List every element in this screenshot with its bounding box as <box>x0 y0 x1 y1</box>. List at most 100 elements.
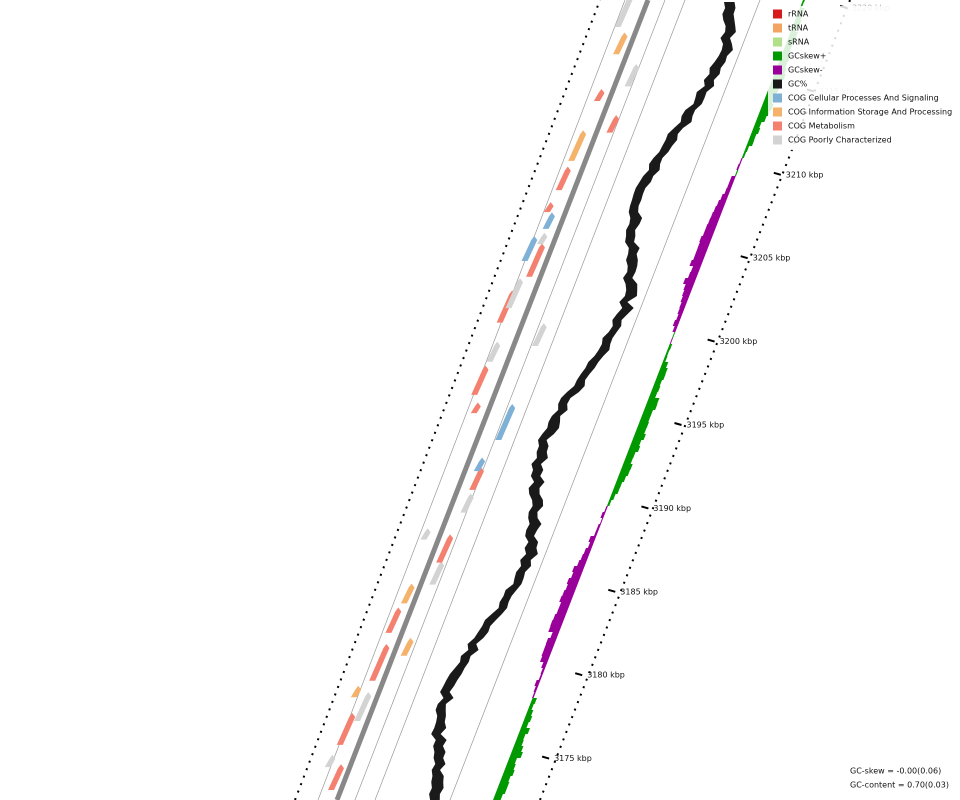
legend-label: rRNA <box>788 10 809 19</box>
gc-skew <box>690 266 701 272</box>
legend-swatch <box>773 121 782 131</box>
gc-skew <box>658 368 668 374</box>
backbone <box>334 0 651 800</box>
gc-skew <box>683 284 694 290</box>
gc-skew <box>495 788 508 794</box>
gc-skew <box>613 482 623 488</box>
gene-feature <box>354 692 372 721</box>
legend-swatch <box>773 79 782 89</box>
gc-skew <box>660 362 669 368</box>
legend-label: tRNA <box>788 24 809 33</box>
gc-skew <box>705 224 718 230</box>
gc-skew <box>680 296 690 302</box>
gc-skew <box>727 182 734 188</box>
gene-feature <box>531 323 547 346</box>
gc-skew <box>541 662 548 668</box>
gc-skew <box>513 740 524 746</box>
legend-label: GCskew+ <box>788 52 826 61</box>
gc-skew <box>565 584 578 590</box>
gc-skew <box>540 668 546 674</box>
legend-swatch <box>773 9 782 19</box>
legend-swatch <box>773 65 782 75</box>
gene-feature <box>400 637 414 656</box>
position-label: 3210 kbp <box>786 170 824 179</box>
legend-background <box>768 6 958 150</box>
legend-swatch <box>773 107 782 117</box>
gc-skew <box>538 674 543 680</box>
gc-skew <box>562 590 576 596</box>
gc-skew <box>572 566 585 572</box>
gc-skew <box>702 230 715 236</box>
gc-skew <box>655 374 666 380</box>
legend-swatch <box>773 93 782 103</box>
gc-skew <box>662 356 668 362</box>
gc-skew <box>596 524 601 530</box>
gc-skew <box>504 764 516 770</box>
stat-text: GC-content = 0.70(0.03) <box>850 781 949 790</box>
gc-skew <box>689 260 704 266</box>
gc-skew <box>533 686 539 692</box>
position-tick <box>740 255 748 260</box>
gc-skew <box>499 776 511 782</box>
gc-skew <box>559 596 574 602</box>
gc-skew <box>677 308 685 314</box>
gc-skew <box>630 440 642 446</box>
gc-skew <box>530 698 537 704</box>
gc-skew <box>556 608 569 614</box>
gene-feature <box>350 685 362 698</box>
gc-skew <box>580 554 590 560</box>
gc-skew <box>716 200 727 206</box>
gc-skew <box>707 218 720 224</box>
position-tick <box>641 505 649 510</box>
gc-skew <box>741 152 747 158</box>
gene-feature <box>568 130 587 161</box>
gc-skew <box>532 692 536 698</box>
gc-skew <box>710 212 722 218</box>
gc-skew <box>527 704 534 710</box>
gc-skew <box>593 530 599 536</box>
gc-skew <box>748 134 757 140</box>
legend-label: sRNA <box>788 38 810 47</box>
gc-skew <box>492 794 503 800</box>
gc-skew <box>604 506 608 512</box>
gc-skew <box>550 620 564 626</box>
gc-skew <box>632 434 646 440</box>
gc-skew <box>672 332 676 338</box>
gc-skew <box>751 128 761 134</box>
gene-feature <box>521 236 538 262</box>
gc-skew <box>679 302 687 308</box>
track-line <box>317 0 626 800</box>
gc-skew <box>729 176 736 182</box>
gc-skew <box>648 392 658 398</box>
gc-skew <box>509 752 523 758</box>
tracks <box>294 0 851 800</box>
gene-feature <box>614 0 633 28</box>
gc-skew <box>646 398 660 404</box>
track-line <box>449 0 761 800</box>
gene-feature <box>613 32 628 55</box>
position-tick <box>608 588 616 593</box>
gc-skew <box>744 146 750 152</box>
gc-skew <box>672 320 681 326</box>
legend-label: GC% <box>788 80 808 89</box>
gc-skew <box>506 758 518 764</box>
gc-skew <box>577 560 587 566</box>
gc-skew <box>627 446 641 452</box>
gc-skew <box>587 542 594 548</box>
gc-skew <box>525 710 534 716</box>
gc-skew <box>695 248 708 254</box>
gc-skew <box>699 236 713 242</box>
position-label: 3205 kbp <box>753 254 791 263</box>
gc-skew <box>543 644 555 650</box>
legend-label: COG Metabolism <box>788 122 855 131</box>
gc-skew <box>734 170 739 176</box>
gc-skew <box>583 548 592 554</box>
gene-feature <box>436 534 454 563</box>
gc-skew <box>511 746 524 752</box>
stat-text: GC-skew = -0.00(0.06) <box>850 767 941 776</box>
gc-skew <box>516 734 526 740</box>
gc-skew <box>672 326 678 332</box>
gc-skew <box>541 650 553 656</box>
position-tick <box>707 338 715 343</box>
gc-skew <box>599 518 604 524</box>
